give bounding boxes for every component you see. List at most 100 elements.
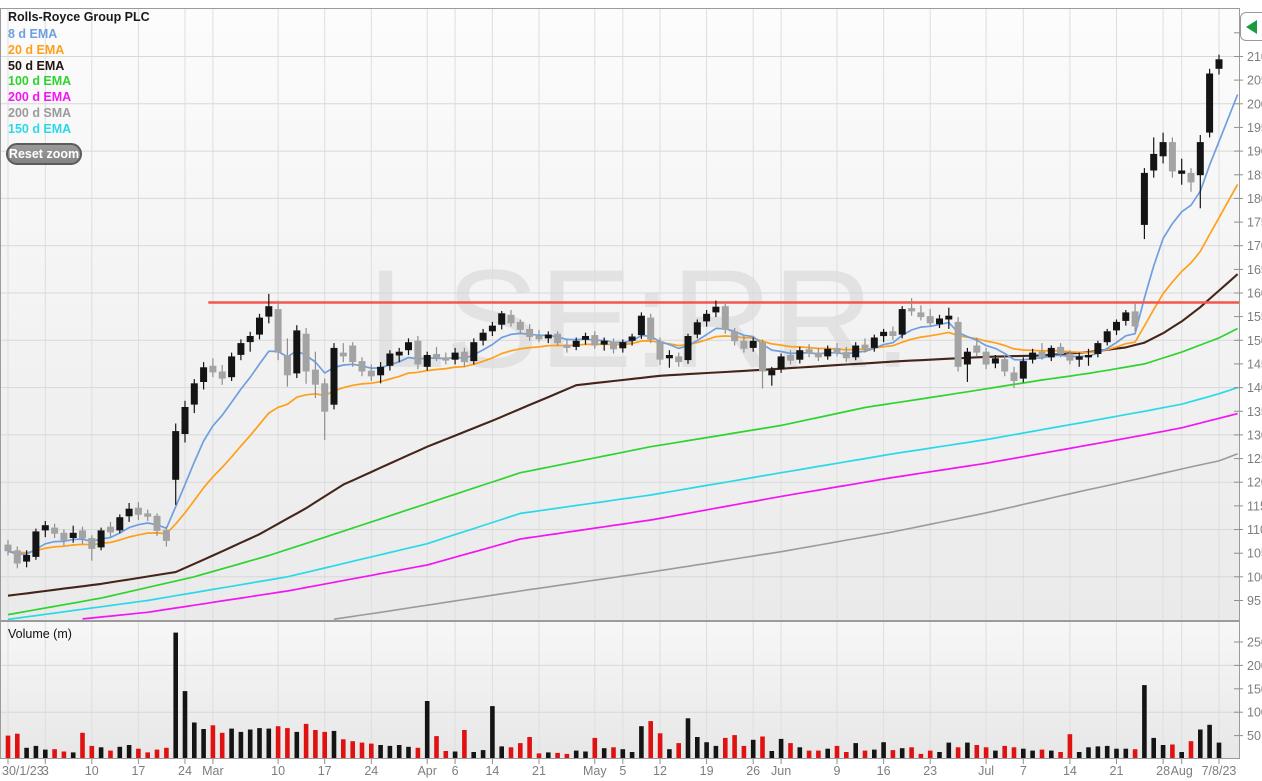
volume-tick-label: 150 <box>1247 682 1262 696</box>
volume-panel-label: Volume (m) <box>8 627 72 641</box>
volume-bar <box>247 729 253 759</box>
x-axis: 30/1/233 10 17 24 Mar 10 17 24 Apr 6 14 21 May 5 12 19 2… <box>2 759 1236 778</box>
date-tick-label: 16 <box>877 764 891 778</box>
candle <box>23 555 31 562</box>
date-tick-label: 17 <box>131 764 145 778</box>
date-tick-label: 3 <box>42 764 49 778</box>
price-tick-label: 185 <box>1247 168 1262 182</box>
ma-line-200-d-ema <box>82 412 1238 620</box>
date-tick-label: 28 <box>1156 764 1170 778</box>
pan-left-button[interactable] <box>1240 12 1262 41</box>
candle <box>107 526 114 533</box>
volume-bar <box>695 737 700 759</box>
volume-bar <box>33 745 39 759</box>
candles <box>4 54 1223 569</box>
candle <box>936 318 943 325</box>
candle <box>79 530 86 539</box>
volume-tick-label: 100 <box>1247 706 1262 720</box>
price-tick-label: 130 <box>1247 428 1262 442</box>
volume-panel[interactable] <box>0 621 1240 759</box>
date-tick-label: 19 <box>700 764 714 778</box>
date-tick-label: 21 <box>1110 764 1124 778</box>
candle <box>712 306 720 313</box>
candle <box>200 367 208 382</box>
candle <box>1001 359 1009 372</box>
date-tick-label: 30/1/23 <box>2 764 44 778</box>
candle <box>1187 172 1195 183</box>
candle <box>134 507 142 515</box>
date-tick-label: Mar <box>202 764 224 778</box>
candle <box>69 532 77 538</box>
price-tick-label: 95 <box>1247 594 1261 608</box>
candle <box>1038 351 1046 357</box>
candle <box>749 340 757 348</box>
candle <box>1150 153 1158 171</box>
candle <box>787 355 794 361</box>
volume-bar <box>508 747 514 759</box>
price-panel-border <box>0 8 1240 621</box>
volume-tick-label: 200 <box>1247 659 1262 673</box>
volume-bar <box>275 726 281 759</box>
legend-item-8-d-ema: 8 d EMA <box>8 27 58 41</box>
legend-item-20-d-ema: 20 d EMA <box>8 42 65 57</box>
volume-bar <box>499 746 504 759</box>
volume-bar <box>844 752 849 759</box>
volume-bar <box>1216 742 1222 759</box>
candle <box>41 525 49 531</box>
candle <box>405 342 412 351</box>
volume-bar <box>667 749 672 759</box>
reset-zoom-button[interactable]: Reset zoom <box>6 143 82 165</box>
candle <box>88 538 96 549</box>
volume-bar <box>61 751 67 759</box>
candle <box>973 345 981 353</box>
volume-bar <box>173 632 178 759</box>
price-panel[interactable] <box>0 8 1240 621</box>
date-tick-label: 10 <box>85 764 99 778</box>
volume-bar <box>536 753 542 759</box>
volume-bar <box>341 739 346 759</box>
candle <box>1178 170 1186 174</box>
candle <box>572 340 580 347</box>
candle <box>917 312 925 318</box>
volume-bar <box>518 743 523 759</box>
candle <box>1196 142 1204 176</box>
volume-bar <box>685 718 691 759</box>
arrow-left-icon <box>1246 19 1257 34</box>
candle <box>796 350 804 360</box>
volume-bar <box>1123 748 1129 759</box>
candle <box>1029 352 1037 360</box>
volume-bar <box>564 753 570 759</box>
candle <box>256 317 263 335</box>
candle <box>1019 361 1027 379</box>
volume-bar <box>126 745 132 759</box>
candle <box>339 352 347 357</box>
volume-bar <box>555 752 560 759</box>
legend-item-200-d-ema: 200 d EMA <box>8 90 72 105</box>
candle <box>1140 172 1148 225</box>
candle <box>265 306 273 317</box>
volume-bar <box>229 728 234 759</box>
candle <box>302 333 310 372</box>
volume-bar <box>732 735 737 759</box>
volume-bar <box>825 748 830 759</box>
volume-bar <box>657 733 663 759</box>
candle <box>833 347 841 354</box>
volume-bar <box>862 750 868 759</box>
candle <box>274 309 282 353</box>
volume-bar <box>760 736 765 759</box>
volume-bar <box>1011 747 1017 759</box>
volume-bar <box>1170 744 1175 759</box>
volume-tick-label: 50 <box>1247 729 1261 743</box>
price-tick-label: 210 <box>1247 50 1262 64</box>
candle <box>591 335 599 346</box>
candle <box>97 530 105 548</box>
volume-bar <box>1058 752 1063 759</box>
candle <box>32 531 40 557</box>
candle <box>1131 311 1139 327</box>
candle <box>777 356 785 370</box>
volume-bar <box>816 750 821 759</box>
candle <box>433 354 440 359</box>
volume-bar <box>1030 750 1035 759</box>
